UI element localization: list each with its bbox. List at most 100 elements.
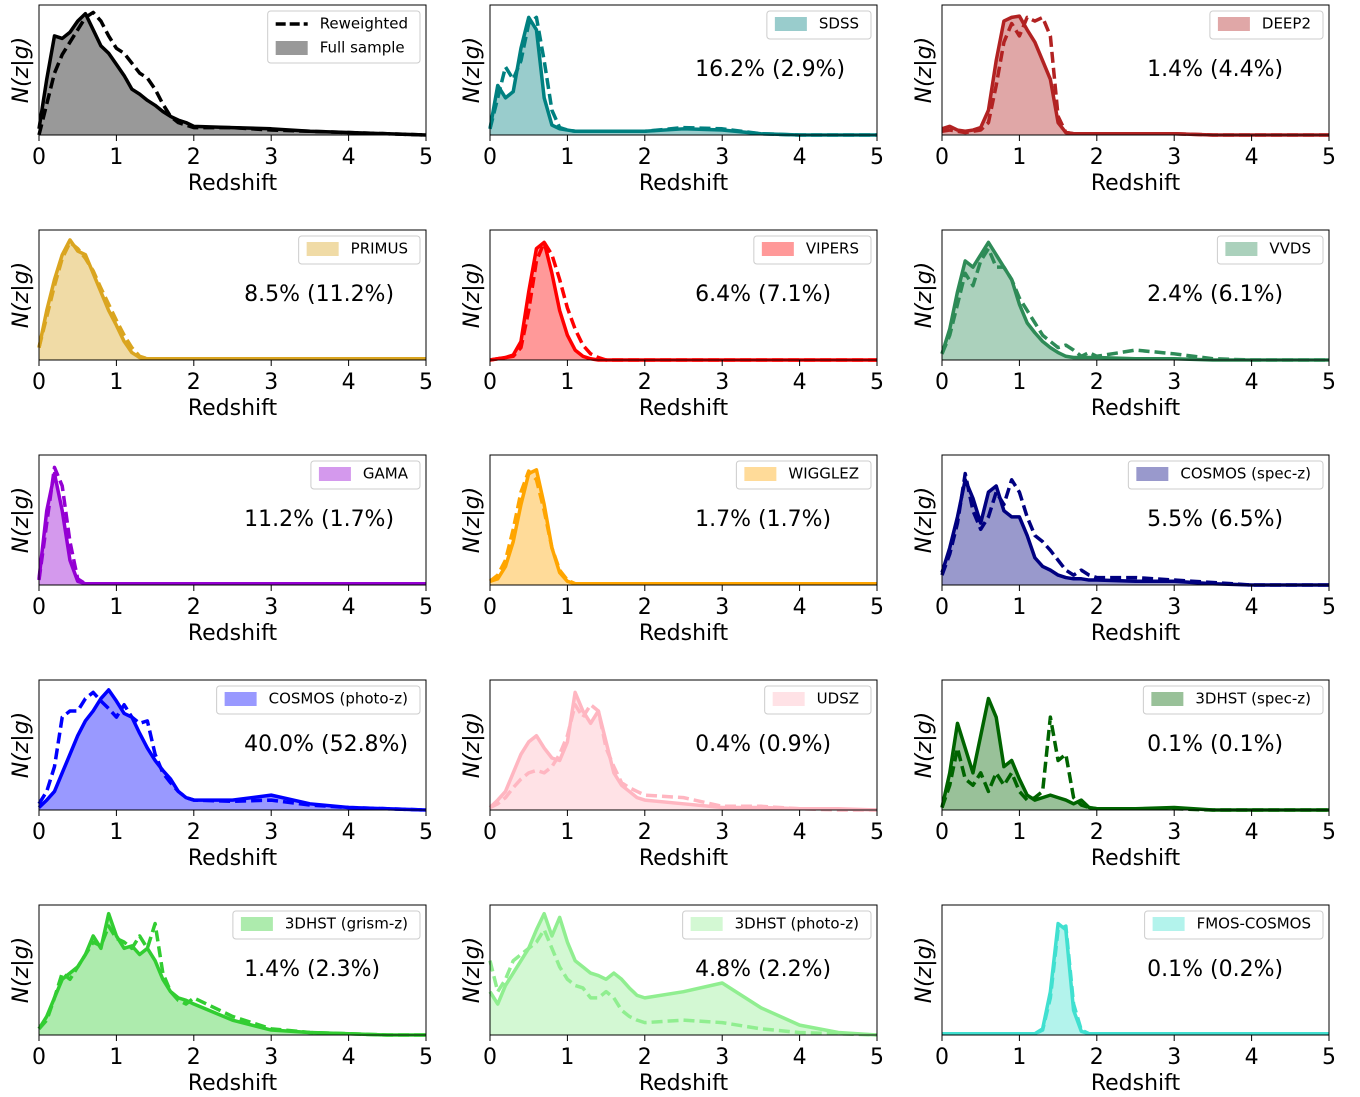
x-axis-label: Redshift xyxy=(639,1071,729,1096)
x-axis-label: Redshift xyxy=(188,396,278,421)
x-tick-label: 4 xyxy=(793,1045,807,1070)
legend: FMOS-COSMOS xyxy=(1144,910,1324,940)
x-tick-label: 0 xyxy=(483,1045,497,1070)
line xyxy=(488,911,878,1037)
x-axis-label: Redshift xyxy=(188,621,278,646)
x-tick-label: 5 xyxy=(419,820,433,845)
x-tick-label: 4 xyxy=(1245,820,1259,845)
x-tick-label: 1 xyxy=(1012,595,1026,620)
y-axis-label: N(z|g) xyxy=(912,937,937,1004)
legend: Reweighted Full sample xyxy=(267,10,421,64)
y-axis-label: N(z|g) xyxy=(912,487,937,554)
x-tick-label: 1 xyxy=(109,595,123,620)
panel: 0 1 2 3 4 5 Redshift N(z|g) 0.4% (0.9%) UDSZ xyxy=(460,679,884,871)
panel: 0 1 2 3 4 5 Redshift N(z|g) 1.4% (2.3%) 3DHST (gr… xyxy=(9,904,433,1096)
x-axis-label: Redshift xyxy=(1091,621,1181,646)
legend-box xyxy=(232,910,421,940)
legend-swatch xyxy=(1152,917,1185,931)
x-tick-label: 1 xyxy=(109,145,123,170)
x-tick-label: 3 xyxy=(1167,145,1181,170)
legend-label: UDSZ xyxy=(817,690,859,708)
annotation: 1.4% (2.3%) xyxy=(244,957,380,982)
legend-label: Full sample xyxy=(320,39,405,57)
area-fill xyxy=(942,698,1329,810)
annotation: 0.4% (0.9%) xyxy=(695,732,831,757)
x-tick-label: 2 xyxy=(1090,370,1104,395)
x-tick-label: 0 xyxy=(483,820,497,845)
panel: 0 1 2 3 4 5 Redshift N(z|g) 1.4% (4.4%) DEEP2 xyxy=(912,4,1336,196)
panel: 0 1 2 3 4 5 Redshift N(z|g) 40.0% (52.8%) COSMOS … xyxy=(9,679,433,871)
legend-swatch xyxy=(744,467,777,481)
legend-label: COSMOS (spec-z) xyxy=(1180,465,1311,483)
x-tick-label: 5 xyxy=(1322,370,1336,395)
annotation: 4.8% (2.2%) xyxy=(695,957,831,982)
axes-frame xyxy=(489,229,878,361)
x-tick-label: 5 xyxy=(419,145,433,170)
line xyxy=(37,911,426,1037)
x-tick-label: 1 xyxy=(109,1045,123,1070)
x-tick-label: 0 xyxy=(935,595,949,620)
legend: UDSZ xyxy=(764,685,872,715)
x-tick-label: 3 xyxy=(264,370,278,395)
y-axis-label: N(z|g) xyxy=(912,262,937,329)
x-tick-label: 5 xyxy=(1322,145,1336,170)
panel: 0 1 2 3 4 5 Redshift N(z|g) 11.2% (1.7%) GAMA xyxy=(9,454,433,646)
x-tick-label: 4 xyxy=(1245,1045,1259,1070)
x-tick-label: 3 xyxy=(1167,595,1181,620)
x-tick-label: 3 xyxy=(715,820,729,845)
legend-box xyxy=(1142,685,1324,715)
x-tick-label: 2 xyxy=(638,370,652,395)
axes-frame xyxy=(38,679,427,811)
x-tick-label: 0 xyxy=(32,595,46,620)
x-tick-label: 1 xyxy=(109,370,123,395)
legend-box xyxy=(1209,10,1324,40)
x-tick-label: 4 xyxy=(793,595,807,620)
area-fill xyxy=(942,479,1329,585)
legend-box xyxy=(1127,460,1324,490)
legend-label: 3DHST (spec-z) xyxy=(1195,690,1311,708)
legend-swatch xyxy=(772,692,805,706)
x-axis-label: Redshift xyxy=(639,846,729,871)
area-fill xyxy=(490,692,877,810)
legend-box xyxy=(216,685,421,715)
axes-frame xyxy=(489,904,878,1036)
axes-frame xyxy=(941,679,1330,811)
legend-box xyxy=(766,10,872,40)
legend: SDSS xyxy=(766,10,872,40)
y-axis-label: N(z|g) xyxy=(9,712,34,779)
legend: DEEP2 xyxy=(1209,10,1324,40)
axes-frame xyxy=(941,4,1330,136)
x-tick-label: 1 xyxy=(109,820,123,845)
legend: 3DHST (photo-z) xyxy=(682,910,872,940)
dashed-line xyxy=(37,465,426,586)
x-tick-label: 2 xyxy=(638,145,652,170)
legend-swatch xyxy=(306,242,339,256)
x-tick-label: 0 xyxy=(935,145,949,170)
dashed-line xyxy=(488,928,878,1037)
annotation: 0.1% (0.2%) xyxy=(1147,957,1283,982)
legend: 3DHST (spec-z) xyxy=(1142,685,1324,715)
x-tick-label: 2 xyxy=(1090,1045,1104,1070)
x-tick-label: 2 xyxy=(638,595,652,620)
x-tick-label: 4 xyxy=(793,370,807,395)
legend-box xyxy=(1144,910,1324,940)
x-axis-label: Redshift xyxy=(1091,171,1181,196)
dashed-line xyxy=(37,921,426,1037)
x-tick-label: 3 xyxy=(715,1045,729,1070)
legend: WIGGLEZ xyxy=(735,460,872,490)
area-fill xyxy=(942,242,1329,360)
dashed-line xyxy=(940,471,1329,587)
axes-frame xyxy=(38,454,427,586)
x-tick-label: 0 xyxy=(32,370,46,395)
x-axis-label: Redshift xyxy=(188,846,278,871)
x-tick-label: 1 xyxy=(560,370,574,395)
axes-frame xyxy=(38,904,427,1036)
x-tick-label: 2 xyxy=(1090,820,1104,845)
x-tick-label: 4 xyxy=(342,820,356,845)
axes-frame xyxy=(489,679,878,811)
x-tick-label: 5 xyxy=(870,370,884,395)
y-axis-label: N(z|g) xyxy=(9,37,34,104)
area-fill xyxy=(39,913,426,1035)
legend-swatch xyxy=(1217,17,1250,31)
